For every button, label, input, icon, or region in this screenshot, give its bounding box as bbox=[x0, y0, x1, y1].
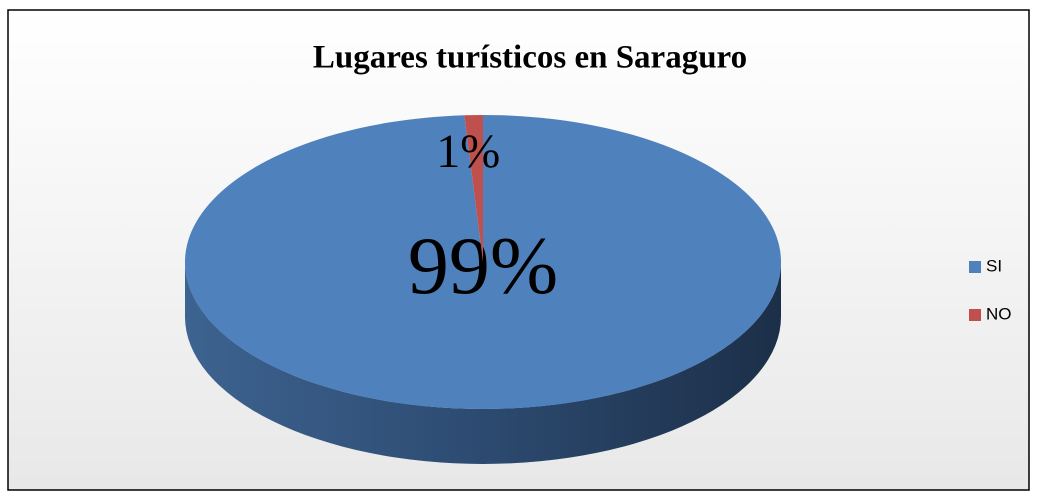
legend-label: NO bbox=[986, 304, 1012, 323]
pie-slice bbox=[464, 115, 483, 262]
legend-swatch bbox=[969, 261, 981, 273]
legend-swatch bbox=[969, 309, 981, 321]
chart-title: Lugares turísticos en Saraguro bbox=[313, 40, 747, 76]
pie-slice bbox=[184, 115, 781, 409]
legend-label: SI bbox=[986, 256, 1002, 275]
pie-side bbox=[185, 262, 781, 464]
data-label: 1% bbox=[436, 125, 500, 178]
